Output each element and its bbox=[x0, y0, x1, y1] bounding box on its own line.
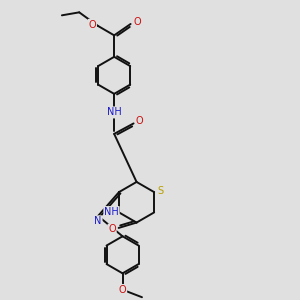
Text: O: O bbox=[136, 116, 143, 126]
Text: N: N bbox=[94, 216, 102, 226]
Text: O: O bbox=[108, 224, 116, 234]
Text: NH: NH bbox=[104, 207, 119, 217]
Text: S: S bbox=[158, 186, 164, 196]
Text: O: O bbox=[88, 20, 96, 30]
Text: O: O bbox=[119, 285, 126, 295]
Text: NH: NH bbox=[107, 107, 122, 117]
Text: O: O bbox=[133, 17, 141, 27]
